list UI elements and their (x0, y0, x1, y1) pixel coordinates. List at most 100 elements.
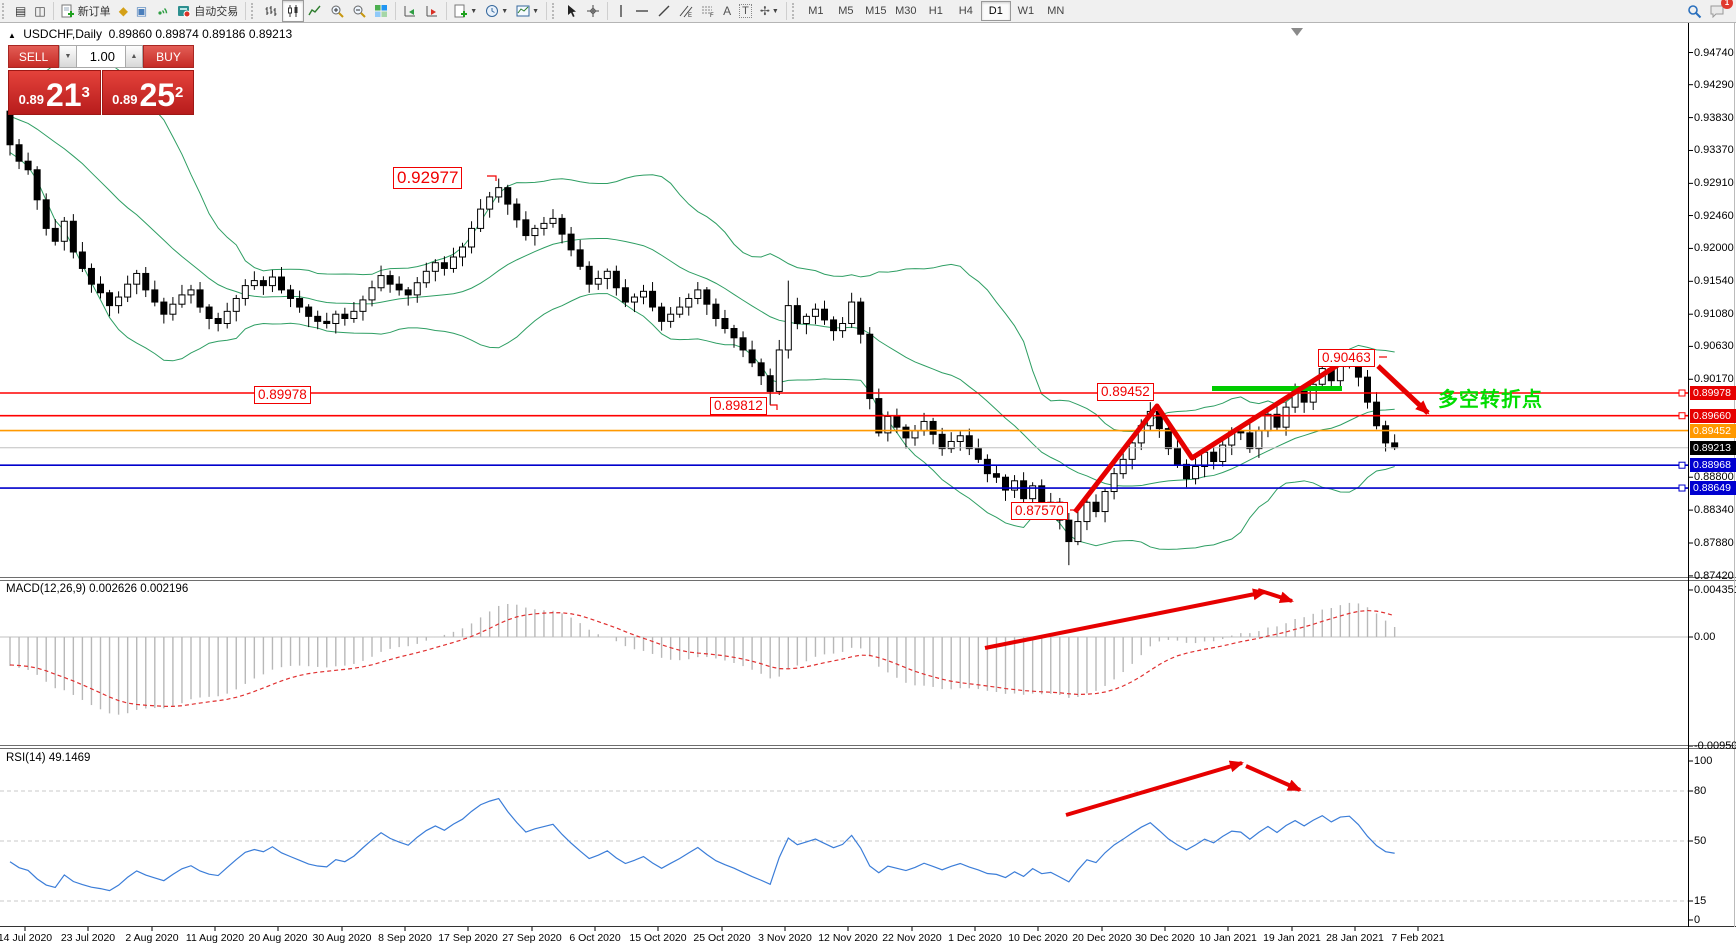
macd-tick: 0.004351 (1694, 584, 1736, 596)
sell-button[interactable]: SELL (8, 45, 59, 68)
annotations-layer[interactable] (487, 175, 1430, 817)
community-button[interactable]: ▣ (132, 0, 151, 22)
zoom-in-icon (331, 5, 344, 18)
text-tool-button[interactable]: A (719, 0, 735, 22)
chart-shift-button[interactable] (421, 0, 443, 22)
bar-chart-button[interactable] (260, 0, 282, 22)
date-tick: 12 Nov 2020 (818, 932, 878, 944)
price-flag-label[interactable]: 0.90463 (1318, 349, 1375, 368)
price-tick: 0.90630 (1694, 340, 1734, 353)
fibonacci-tool-button[interactable]: F (697, 0, 719, 22)
price-level-label[interactable]: 0.89452 (1690, 423, 1736, 438)
vline-tool-button[interactable] (611, 0, 631, 22)
text-label-icon: T (739, 4, 752, 18)
indicators-button[interactable]: ▼ (450, 0, 481, 22)
trendline-tool-button[interactable] (653, 0, 675, 22)
auto-scroll-button[interactable] (399, 0, 421, 22)
date-tick: 10 Dec 2020 (1008, 932, 1068, 944)
candlestick-icon (288, 5, 298, 17)
cursor-icon (568, 5, 577, 17)
timeframe-w1[interactable]: W1 (1017, 5, 1035, 17)
chart-shift-icon (426, 6, 438, 17)
timeframe-m1[interactable]: M1 (808, 5, 824, 17)
price-level-label[interactable]: 0.89978 (1690, 386, 1736, 400)
price-flag-label[interactable]: 0.87570 (1011, 502, 1068, 521)
chart-shift-marker[interactable] (1291, 28, 1303, 36)
macd-layer (9, 602, 1396, 715)
timeframe-m15[interactable]: M15 (865, 5, 887, 17)
timeframe-m5[interactable]: M5 (838, 5, 854, 17)
toolbar-gripper[interactable] (552, 3, 559, 19)
arrow-objects-icon: ✢ (759, 4, 770, 18)
date-tick: 20 Dec 2020 (1072, 932, 1132, 944)
sell-price-pips: 21 (45, 77, 82, 113)
volume-input[interactable]: 1.00 (77, 45, 125, 68)
rsi-tick: 0 (1694, 914, 1701, 926)
templates-button[interactable]: ▼ (512, 0, 543, 22)
timeframe-mn[interactable]: MN (1047, 5, 1065, 17)
timeframe-h1[interactable]: H1 (928, 5, 943, 17)
price-flag-label[interactable]: 0.89812 (710, 397, 767, 416)
price-flag-label[interactable]: 0.92977 (393, 167, 463, 189)
price-level-label[interactable]: 0.89660 (1690, 408, 1736, 423)
sell-price-prefix: 0.89 (18, 92, 44, 107)
buy-button[interactable]: BUY (143, 45, 194, 68)
price-level-label[interactable]: 0.88968 (1690, 458, 1736, 473)
price-level-label[interactable]: 0.89213 (1690, 440, 1736, 455)
search-button[interactable] (1683, 0, 1706, 22)
crosshair-tool-button[interactable] (582, 0, 604, 22)
price-flag-label[interactable]: 0.89978 (254, 386, 311, 405)
equidistant-channel-icon: E (679, 5, 693, 18)
zoom-out-button[interactable] (348, 0, 370, 22)
data-window-button[interactable]: ◫ (30, 0, 49, 22)
price-tick: 0.93370 (1694, 144, 1734, 157)
date-tick: 10 Jan 2021 (1199, 932, 1257, 944)
timeframe-m30[interactable]: M30 (895, 5, 917, 17)
price-tick: 0.92000 (1694, 242, 1734, 255)
periods-button[interactable]: ▼ (481, 0, 512, 22)
tile-windows-button[interactable] (370, 0, 392, 22)
toolbar-gripper[interactable] (791, 3, 799, 19)
candlestick-button[interactable] (282, 0, 305, 22)
turning-point-note[interactable]: 多空转折点 (1438, 389, 1543, 411)
price-tick: 0.92910 (1694, 177, 1734, 190)
macd-indicator-label: MACD(12,26,9) 0.002626 0.002196 (6, 583, 189, 595)
price-flag-label[interactable]: 0.89452 (1097, 383, 1154, 402)
market-watch-icon: ▤ (15, 4, 27, 18)
cursor-tool-button[interactable] (561, 0, 582, 22)
volume-decrease-button[interactable]: ▼ (59, 45, 77, 68)
price-tick: 0.87420 (1694, 569, 1734, 582)
chevron-down-icon: ▼ (470, 7, 478, 15)
toolbar-separator (607, 2, 609, 20)
signals-button[interactable] (151, 0, 173, 22)
line-chart-button[interactable] (304, 0, 326, 22)
notifications-button[interactable]: 1 (1706, 0, 1733, 22)
price-tick: 0.94740 (1694, 46, 1734, 59)
toolbar-gripper[interactable] (251, 3, 258, 19)
hlines-layer[interactable] (0, 389, 1688, 492)
ohlc-close: 0.89213 (248, 27, 293, 41)
new-order-button[interactable]: 新订单 (57, 0, 115, 22)
metaeditor-button[interactable]: ◆ (115, 0, 132, 22)
timeframe-h4[interactable]: H4 (958, 5, 973, 17)
date-tick: 15 Oct 2020 (629, 932, 687, 944)
timeframe-d1[interactable]: D1 (980, 1, 1011, 21)
channel-tool-button[interactable]: E (675, 0, 697, 22)
sell-price-tile[interactable]: 0.89 21 3 (8, 70, 101, 115)
hline-tool-button[interactable] (631, 0, 653, 22)
market-watch-button[interactable]: ▤ (11, 0, 30, 22)
date-tick: 22 Nov 2020 (882, 932, 942, 944)
arrows-tool-button[interactable]: ✢ ▼ (756, 0, 783, 22)
price-level-label[interactable]: 0.88649 (1690, 481, 1736, 496)
price-tick: 0.88800 (1694, 471, 1734, 484)
buy-price-tile[interactable]: 0.89 25 2 (101, 70, 194, 115)
autotrading-button[interactable]: 自动交易 (173, 0, 242, 22)
date-tick: 1 Dec 2020 (948, 932, 1002, 944)
collapse-icon[interactable]: ▲ (8, 31, 16, 40)
toolbar-gripper[interactable] (2, 3, 9, 19)
volume-increase-button[interactable]: ▲ (125, 45, 143, 68)
label-tool-button[interactable]: T (735, 0, 756, 22)
line-chart-icon (308, 5, 321, 16)
zoom-in-button[interactable] (326, 0, 348, 22)
